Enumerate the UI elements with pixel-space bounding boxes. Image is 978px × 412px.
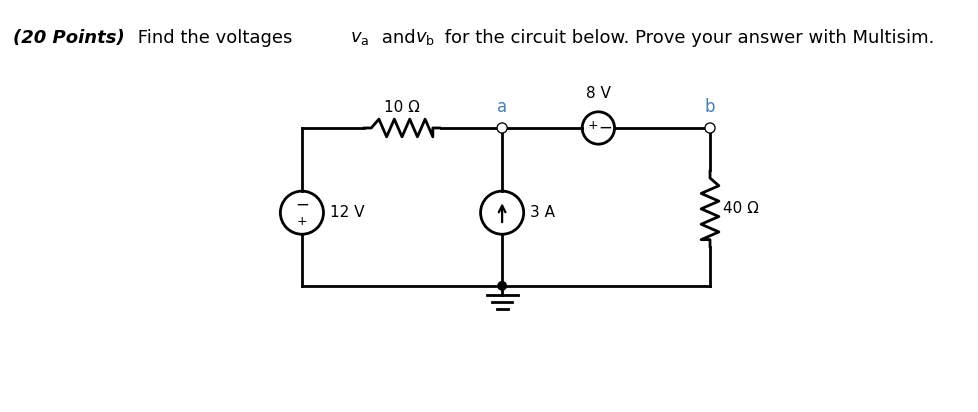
Text: 3 A: 3 A xyxy=(529,205,555,220)
Circle shape xyxy=(498,281,506,290)
Text: +: + xyxy=(296,215,307,228)
Text: 10 Ω: 10 Ω xyxy=(383,100,420,115)
Text: and: and xyxy=(376,29,421,47)
Circle shape xyxy=(704,123,714,133)
Text: −: − xyxy=(294,196,308,214)
Text: for the circuit below. Prove your answer with Multisim.: for the circuit below. Prove your answer… xyxy=(438,29,933,47)
Text: b: b xyxy=(704,98,715,116)
Text: $v_\mathrm{b}$: $v_\mathrm{b}$ xyxy=(415,29,434,47)
Text: $v_\mathrm{a}$: $v_\mathrm{a}$ xyxy=(350,29,370,47)
Circle shape xyxy=(705,124,713,132)
Circle shape xyxy=(497,123,507,133)
Text: −: − xyxy=(598,118,611,136)
Text: +: + xyxy=(587,119,598,132)
Circle shape xyxy=(498,124,506,132)
Text: a: a xyxy=(497,98,507,116)
Text: 12 V: 12 V xyxy=(330,205,364,220)
Text: (20 Points): (20 Points) xyxy=(13,29,124,47)
Text: 40 Ω: 40 Ω xyxy=(723,201,758,216)
Text: Find the voltages: Find the voltages xyxy=(132,29,298,47)
Text: 8 V: 8 V xyxy=(586,86,610,101)
